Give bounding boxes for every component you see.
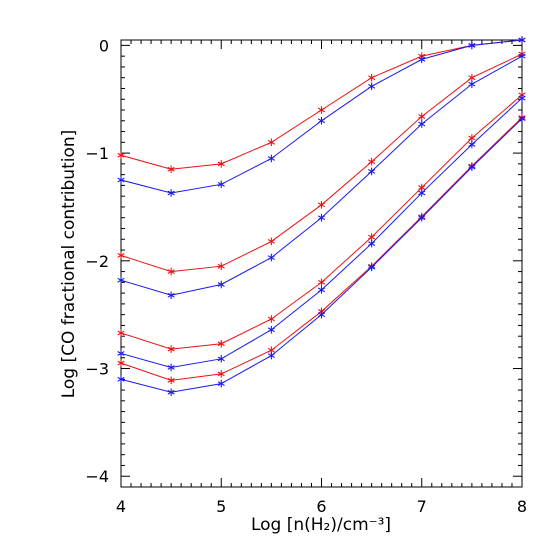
y-tick-label: −2: [85, 252, 109, 271]
data-point: [117, 151, 125, 160]
data-point: [117, 176, 125, 184]
data-point: [418, 55, 426, 64]
data-point: [317, 286, 326, 294]
data-point: [317, 310, 326, 319]
series-group: [117, 36, 526, 397]
data-point: [217, 379, 225, 388]
data-point: [217, 280, 225, 289]
tick-labels: 4 5 6 7 8 0 −1 −2 −3 −4: [85, 36, 527, 516]
y-tick-label: −1: [85, 144, 109, 163]
data-point: [267, 253, 275, 262]
data-point: [368, 263, 376, 272]
x-tick-label: 8: [517, 497, 527, 516]
data-point: [217, 180, 225, 189]
data-point: [167, 189, 175, 197]
data-point: [117, 329, 125, 337]
series-line-1: [120, 39, 523, 170]
data-point: [267, 315, 275, 323]
data-point: [117, 251, 125, 260]
data-point: [217, 370, 225, 378]
data-point: [167, 267, 175, 276]
data-point: [217, 160, 225, 168]
data-point: [518, 36, 526, 44]
data-point: [368, 233, 376, 241]
x-tick-label: 6: [316, 497, 326, 516]
data-point: [468, 80, 476, 88]
tick-marks: [120, 40, 523, 488]
data-point: [468, 73, 476, 82]
series-line-2: [120, 39, 523, 194]
x-axis-title: Log [n(H₂)/cm⁻³]: [251, 515, 391, 535]
data-point: [518, 114, 526, 123]
data-point: [217, 262, 225, 270]
data-point: [468, 163, 476, 171]
series-line-7: [120, 117, 523, 381]
data-point: [368, 239, 376, 248]
data-point: [317, 278, 326, 287]
x-tick-label: 7: [417, 497, 427, 516]
data-point: [468, 140, 476, 149]
data-point: [317, 213, 326, 222]
series-line-6: [120, 97, 523, 368]
data-point: [217, 339, 225, 348]
data-point: [267, 138, 275, 147]
y-tick-label: −3: [85, 360, 109, 379]
data-point: [418, 120, 426, 128]
data-point: [167, 165, 175, 174]
data-point: [317, 200, 326, 209]
data-point: [267, 325, 275, 334]
data-point: [167, 345, 175, 353]
data-point: [167, 363, 175, 372]
data-point: [167, 291, 175, 300]
data-point: [368, 73, 376, 82]
data-point: [167, 376, 175, 385]
data-point: [368, 82, 376, 91]
y-tick-label: 0: [99, 36, 109, 55]
series-line-3: [120, 53, 523, 273]
data-point: [468, 134, 476, 142]
y-axis-title: Log [CO fractional contribution]: [59, 130, 79, 399]
data-point: [418, 213, 426, 222]
data-point: [317, 106, 326, 114]
data-point: [418, 112, 426, 121]
data-point: [267, 237, 275, 246]
data-point: [468, 41, 476, 50]
data-point: [117, 276, 125, 284]
x-tick-label: 4: [116, 497, 126, 516]
data-point: [267, 154, 275, 163]
data-point: [518, 94, 526, 102]
data-point: [167, 388, 175, 397]
data-point: [518, 52, 526, 60]
data-point: [117, 375, 125, 384]
data-point: [317, 116, 326, 125]
data-point: [267, 351, 275, 360]
data-point: [418, 189, 426, 197]
series-line-8: [120, 118, 523, 393]
data-point: [117, 349, 125, 358]
y-tick-label: −4: [85, 467, 109, 486]
x-tick-label: 5: [216, 497, 226, 516]
data-point: [368, 157, 376, 166]
data-point: [117, 359, 125, 367]
data-point: [368, 167, 376, 176]
data-point: [217, 355, 225, 363]
